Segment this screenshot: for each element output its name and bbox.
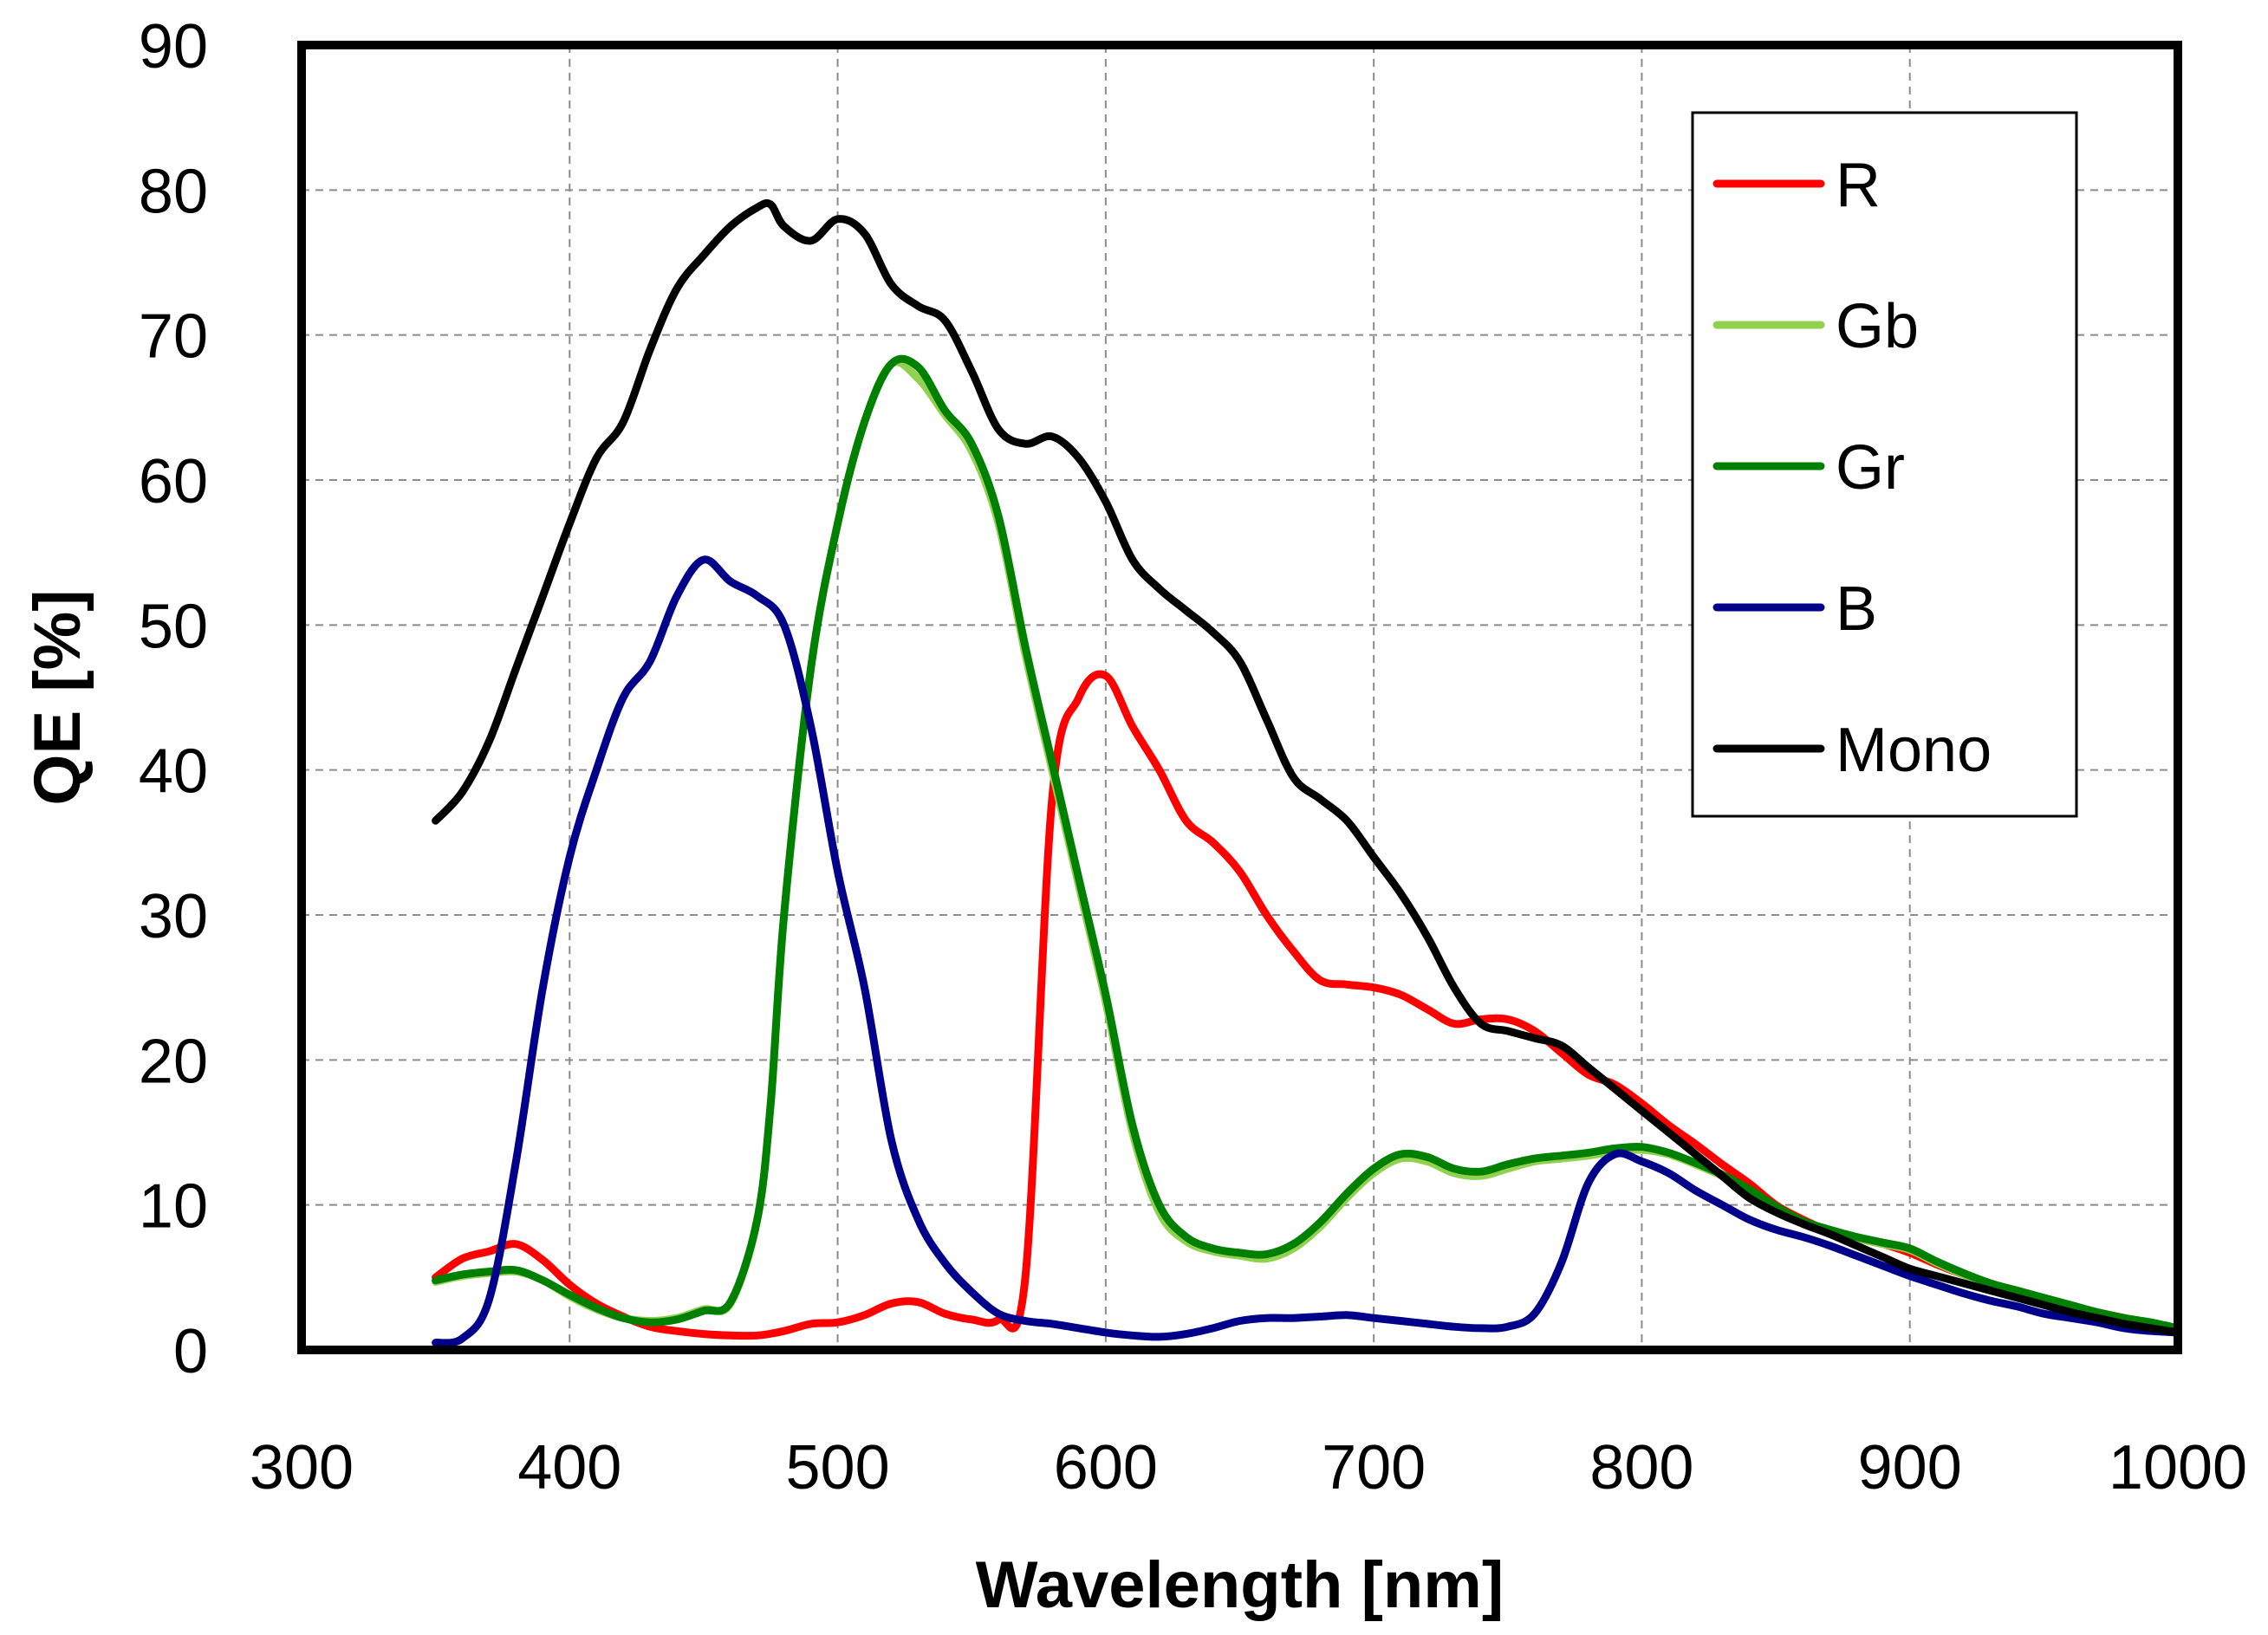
y-axis-title: QE [%]: [21, 589, 94, 805]
legend-label-r: R: [1836, 151, 1881, 220]
y-tick-label-0: 0: [173, 1317, 208, 1386]
series-lines: [432, 198, 2182, 1347]
y-tick-label-40: 40: [139, 737, 208, 807]
y-tick-label-30: 30: [139, 882, 208, 951]
series-line-b: [432, 555, 2182, 1347]
x-tick-label-400: 400: [517, 1433, 621, 1502]
y-tick-label-90: 90: [139, 12, 208, 81]
plot-area-border: [297, 41, 2182, 1354]
series-line-gr: [432, 354, 2182, 1333]
gridlines: [302, 45, 2178, 1350]
tick-labels: 300 400 500 600 700 800 900 1000 0 10 20 30 40 50 60 70…: [139, 12, 2247, 1502]
x-tick-label-700: 700: [1322, 1433, 1426, 1502]
legend-label-gb: Gb: [1836, 292, 1919, 361]
x-tick-label-1000: 1000: [2109, 1433, 2247, 1502]
y-tick-label-50: 50: [139, 592, 208, 661]
x-axis-title: Wavelength [nm]: [976, 1548, 1504, 1622]
y-tick-label-60: 60: [139, 447, 208, 516]
y-tick-label-80: 80: [139, 157, 208, 226]
x-tick-label-600: 600: [1054, 1433, 1158, 1502]
legend-label-b: B: [1836, 574, 1877, 644]
y-tick-label-20: 20: [139, 1027, 208, 1096]
y-tick-label-10: 10: [139, 1172, 208, 1242]
x-tick-label-900: 900: [1858, 1433, 1962, 1502]
legend: R Gb Gr B Mono: [1691, 111, 2078, 818]
x-tick-label-300: 300: [250, 1433, 354, 1502]
legend-label-mono: Mono: [1836, 716, 1992, 785]
series-line-mono: [432, 198, 2182, 1337]
x-tick-label-500: 500: [786, 1433, 890, 1502]
legend-label-gr: Gr: [1836, 433, 1905, 503]
x-tick-label-800: 800: [1589, 1433, 1693, 1502]
y-tick-label-70: 70: [139, 302, 208, 372]
